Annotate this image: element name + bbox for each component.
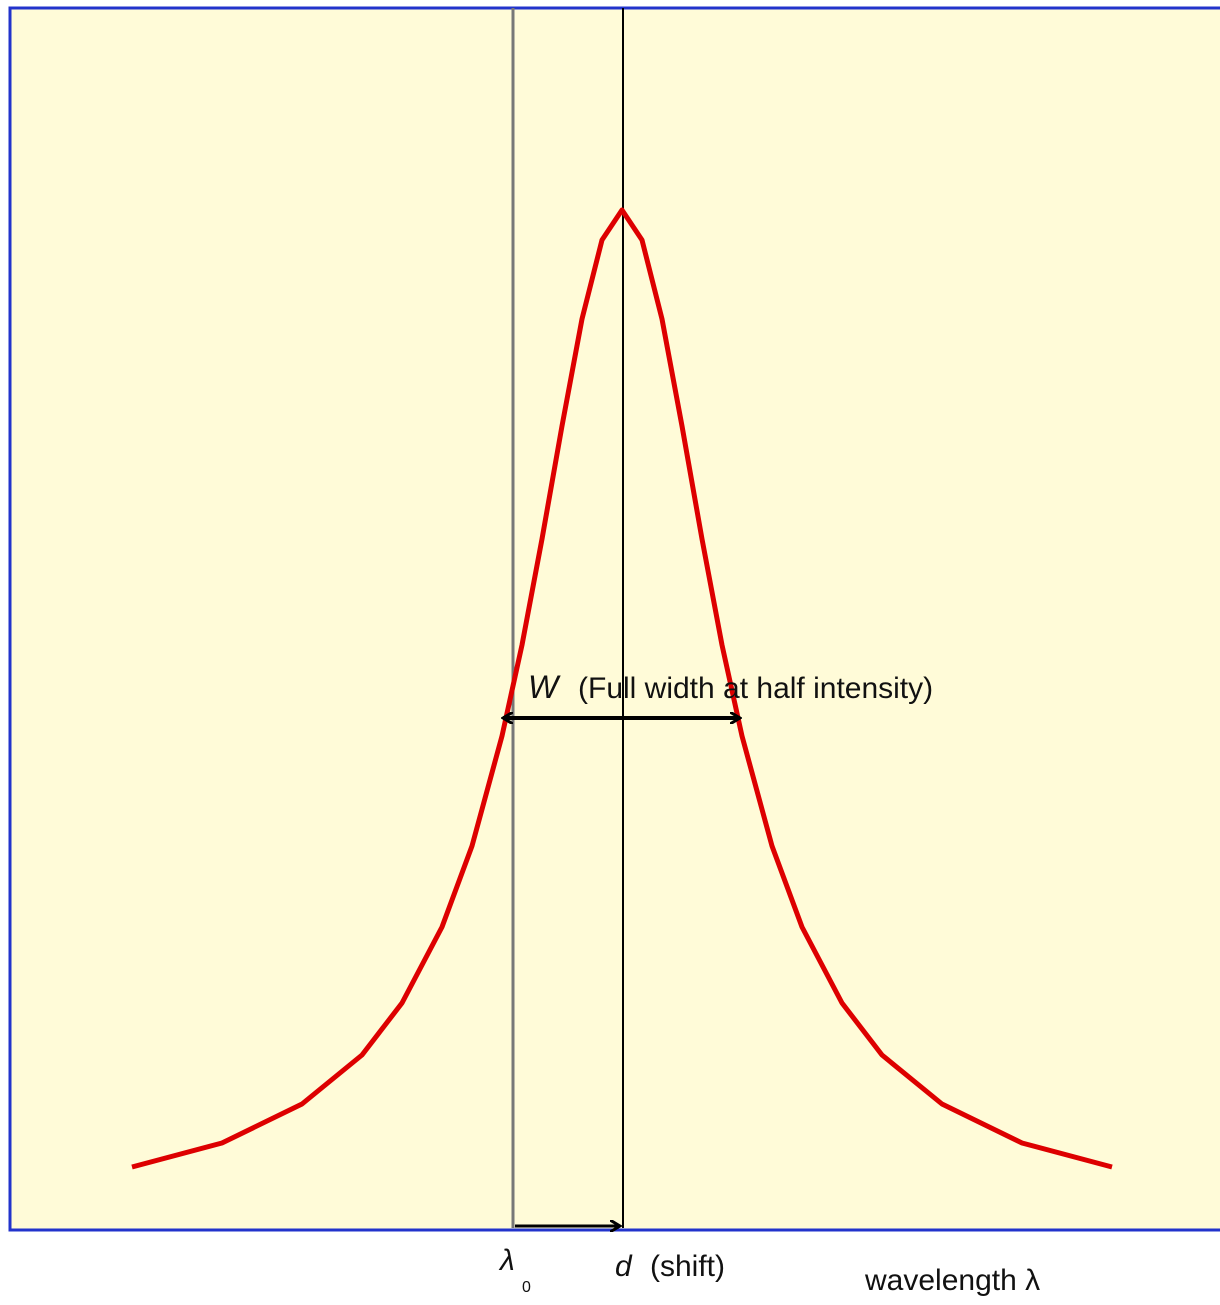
lambda-subscript: 0 [522, 1279, 531, 1296]
width-text: (Full width at half intensity) [578, 672, 933, 705]
shift-symbol: d [615, 1250, 633, 1283]
axis-label: wavelength λ [864, 1264, 1040, 1297]
plot-frame [8, 6, 1220, 1232]
lambda-symbol: λ [498, 1244, 515, 1277]
width-symbol: W [528, 669, 561, 705]
shift-text: (shift) [650, 1250, 725, 1283]
line-profile [131, 207, 1113, 1170]
